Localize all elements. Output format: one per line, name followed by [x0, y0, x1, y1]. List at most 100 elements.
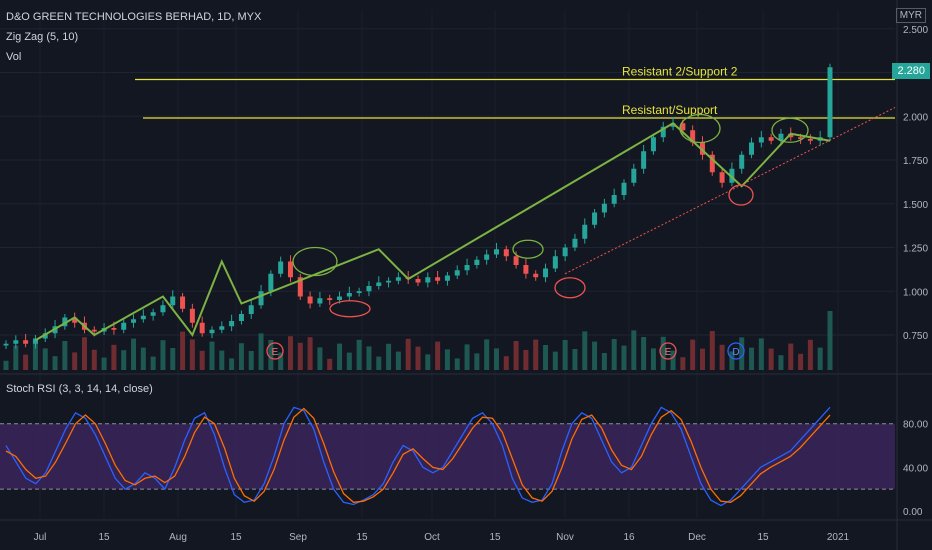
volume-bar [366, 346, 372, 370]
candle-body [611, 195, 617, 204]
highlight-ellipse [554, 277, 586, 299]
volume-bar [768, 348, 774, 370]
highlight-ellipse [329, 300, 371, 318]
candle-body [493, 249, 499, 255]
x-tick-label: Dec [688, 532, 706, 543]
volume-bar [660, 336, 666, 370]
volume-bar [503, 356, 509, 370]
x-tick-label: 15 [356, 532, 368, 543]
volume-bar [376, 356, 382, 370]
candle-body [690, 130, 696, 143]
volume-bar [386, 343, 392, 370]
candle-body [798, 137, 804, 139]
volume-bar [121, 350, 127, 370]
candle-body [729, 168, 735, 183]
price-tick-label: 1.750 [903, 156, 928, 167]
candle-body [189, 308, 195, 323]
volume-bar [631, 330, 637, 370]
zigzag-line [34, 122, 831, 342]
candle-body [641, 151, 647, 169]
volume-bar [219, 350, 225, 370]
volume-bar [32, 339, 38, 370]
candle-body [131, 319, 137, 323]
candle-body [386, 280, 392, 283]
volume-bar [621, 345, 627, 370]
x-tick-label: 15 [230, 532, 242, 543]
volume-bar [62, 341, 68, 370]
x-tick-label: 15 [489, 532, 501, 543]
candle-body [337, 296, 343, 300]
x-tick-label: Oct [424, 532, 440, 543]
stoch-tick-label: 80.00 [903, 420, 928, 431]
highlight-ellipse [679, 113, 721, 144]
candle-body [572, 238, 578, 248]
volume-bar [562, 340, 568, 370]
volume-bar [189, 339, 195, 370]
volume-bar [444, 349, 450, 370]
candle-body [415, 279, 421, 283]
volume-bar [435, 341, 441, 370]
event-marker [727, 342, 745, 360]
volume-bar [72, 352, 78, 370]
volume-bar [650, 348, 656, 370]
stoch-band [0, 423, 895, 490]
volume-bar [317, 347, 323, 370]
volume-bar [209, 341, 215, 370]
candle-body [278, 261, 284, 274]
volume-bar [23, 354, 29, 370]
volume-bar [131, 338, 137, 370]
highlight-ellipse [771, 117, 809, 143]
highlight-ellipse [292, 246, 338, 277]
volume-bar [611, 339, 617, 370]
volume-bar [523, 350, 529, 370]
volume-bar [739, 337, 745, 370]
candle-body [454, 270, 460, 276]
volume-bar [170, 348, 176, 370]
stoch-tick-label: 0.00 [903, 507, 923, 518]
candle-body [13, 340, 19, 344]
candle-body [464, 265, 470, 271]
volume-bar [513, 341, 519, 370]
zigzag-legend[interactable]: Zig Zag (5, 10) [6, 31, 79, 43]
volume-bar [199, 350, 205, 370]
volume-bar [395, 351, 401, 370]
volume-bar [582, 331, 588, 370]
price-tick-label: 2.000 [903, 112, 928, 123]
stoch-rsi-legend[interactable]: Stoch RSI (3, 3, 14, 14, close) [6, 383, 153, 395]
volume-bar [572, 349, 578, 370]
highlight-ellipse [728, 184, 754, 206]
candle-body [650, 137, 656, 152]
candle-body [749, 142, 755, 155]
volume-bar [405, 338, 411, 370]
candle-body [709, 154, 715, 173]
currency-unit[interactable]: MYR [895, 8, 926, 23]
candle-body [346, 293, 352, 297]
volume-legend[interactable]: Vol [6, 51, 22, 63]
candle-body [631, 168, 637, 183]
candle-body [258, 291, 264, 306]
volume-bar [140, 347, 146, 370]
volume-bar [229, 358, 235, 370]
volume-bar [709, 331, 715, 370]
candle-body [111, 328, 117, 330]
volume-bar [160, 340, 166, 370]
candle-body [376, 282, 382, 286]
candle-body [425, 277, 431, 283]
volume-bar [346, 352, 352, 370]
volume-bar [749, 347, 755, 370]
x-tick-label: 15 [98, 532, 110, 543]
volume-bar [484, 339, 490, 370]
candle-body [758, 137, 764, 143]
candle-body [582, 224, 588, 239]
candle-body [552, 256, 558, 269]
candle-body [807, 139, 813, 141]
event-marker [266, 342, 284, 360]
candle-body [523, 265, 529, 274]
volume-bar [719, 344, 725, 370]
event-marker-label: E [272, 347, 279, 358]
volume-bar [807, 339, 813, 370]
volume-bar [297, 342, 303, 370]
volume-bar [533, 339, 539, 370]
candle-body [91, 329, 97, 332]
